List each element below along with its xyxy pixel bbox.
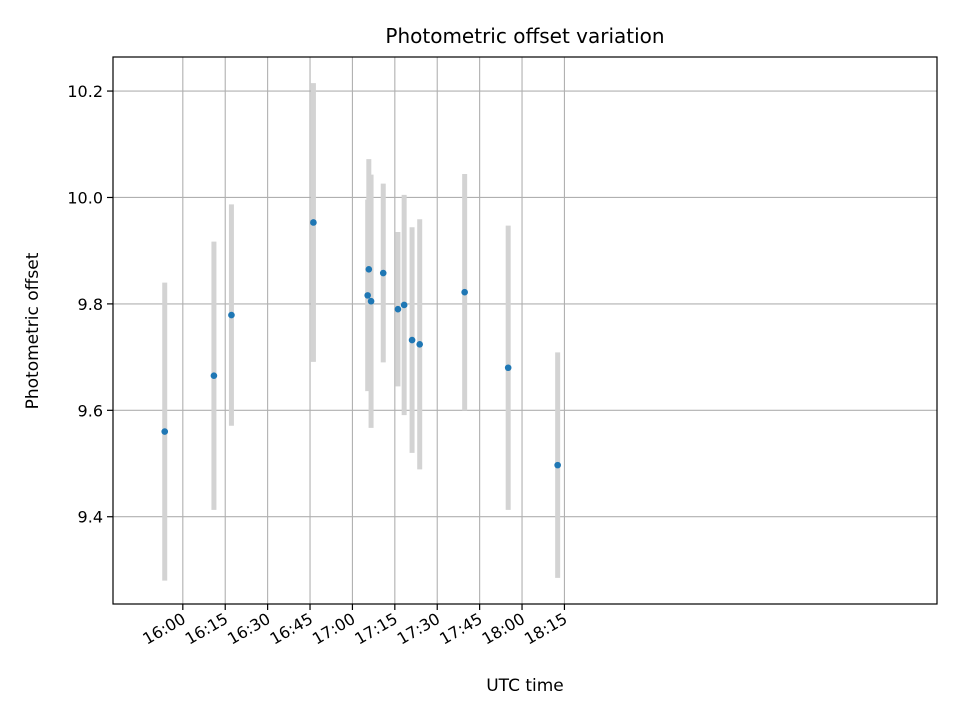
data-point: [394, 305, 402, 313]
data-point: [367, 297, 375, 305]
data-point: [400, 301, 408, 309]
data-points: [161, 219, 561, 469]
data-point: [461, 288, 468, 296]
data-point: [379, 269, 387, 277]
data-point: [161, 428, 169, 435]
y-tick-label: 9.4: [78, 508, 103, 527]
plot-frame: [112, 56, 938, 605]
chart-title: Photometric offset variation: [385, 24, 664, 48]
y-tick-label: 9.6: [78, 401, 103, 420]
y-tick-label: 9.8: [78, 295, 103, 314]
y-tick-label: 10.0: [67, 188, 103, 207]
data-point: [504, 364, 512, 372]
data-point: [210, 372, 218, 380]
data-point: [408, 336, 416, 344]
data-point: [364, 292, 371, 299]
x-axis-label: UTC time: [486, 676, 564, 696]
data-point: [228, 311, 235, 319]
y-tick-label: 10.2: [67, 82, 103, 101]
data-point: [310, 219, 317, 226]
y-axis-label: Photometric offset: [23, 252, 43, 409]
data-point: [554, 461, 561, 469]
grid: [113, 57, 937, 604]
data-point: [416, 341, 424, 348]
data-point: [365, 266, 373, 273]
y-axis-ticks: 9.4 9.6 9.8 10.0 10.2: [67, 82, 113, 527]
